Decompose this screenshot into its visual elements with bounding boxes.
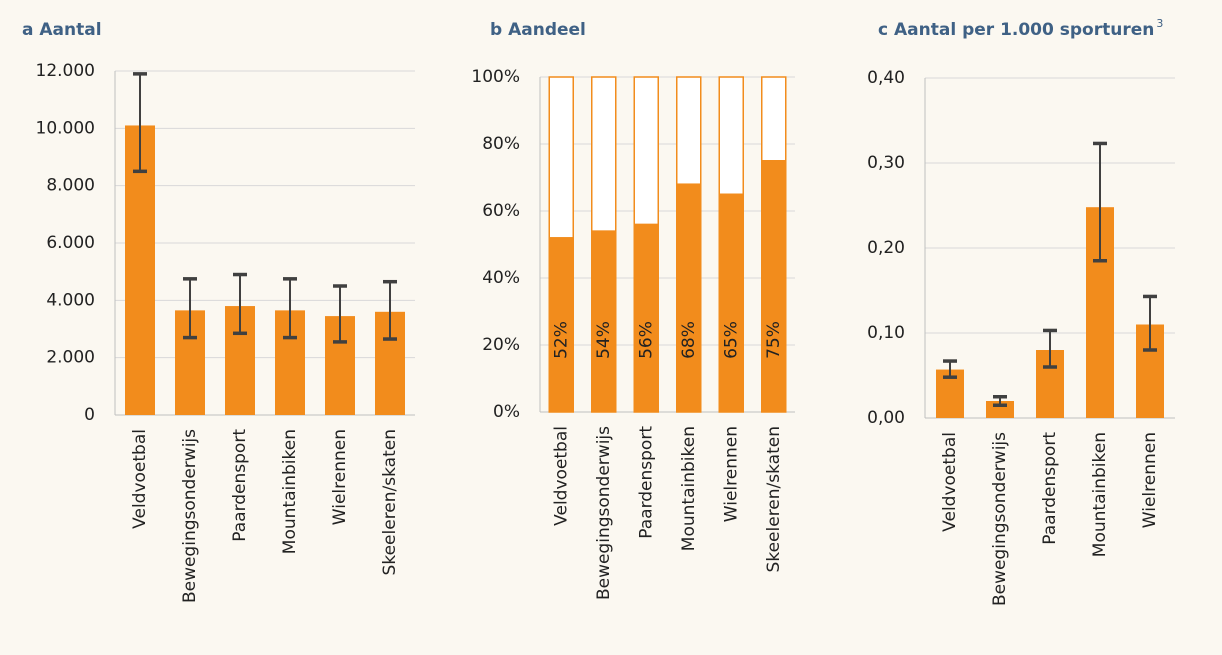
y-tick-label: 40% (482, 268, 520, 288)
y-tick-label: 0% (493, 402, 520, 422)
x-tick-label: Paardensport (1040, 432, 1060, 545)
x-tick-label: Bewegingsonderwijs (990, 432, 1010, 606)
x-tick-label: Mountainbiken (280, 429, 300, 554)
data-label: 52% (551, 321, 571, 359)
data-label: 68% (679, 321, 699, 359)
panel-title: c Aantal per 1.000 sporturen (878, 20, 1154, 40)
bar-segment (718, 76, 744, 195)
y-tick-label: 0,40 (867, 68, 905, 88)
y-tick-label: 8.000 (46, 176, 95, 196)
bar-segment (718, 193, 744, 413)
data-label: 54% (594, 321, 614, 359)
x-tick-label: Wielrennen (721, 426, 741, 522)
y-tick-label: 2.000 (46, 348, 95, 368)
y-tick-label: 80% (482, 134, 520, 154)
title-superscript: 3 (1156, 17, 1163, 30)
x-tick-label: Veldvoetbal (551, 426, 571, 526)
y-tick-label: 0,10 (867, 323, 905, 343)
x-tick-label: Bewegingsonderwijs (180, 429, 200, 603)
bar-segment (633, 76, 659, 226)
data-label: 56% (636, 321, 656, 359)
x-tick-label: Veldvoetbal (940, 432, 960, 532)
panel-title: a Aantal (22, 20, 102, 40)
x-tick-label: Mountainbiken (1090, 432, 1110, 557)
y-tick-label: 4.000 (46, 290, 95, 310)
bar (125, 125, 155, 415)
bar-segment (676, 76, 702, 185)
x-tick-label: Wielrennen (1140, 432, 1160, 528)
data-label: 75% (764, 321, 784, 359)
bar-segment (761, 76, 787, 162)
y-tick-label: 0,30 (867, 153, 905, 173)
bar-segment (761, 160, 787, 413)
bar-segment (676, 183, 702, 413)
data-label: 65% (721, 321, 741, 359)
x-tick-label: Paardensport (636, 426, 656, 539)
x-tick-label: Wielrennen (330, 429, 350, 525)
y-tick-label: 10.000 (36, 118, 95, 138)
bar-segment (548, 76, 574, 239)
bar-segment (548, 237, 574, 413)
bar-segment (633, 223, 659, 413)
y-tick-label: 0 (84, 405, 95, 425)
y-tick-label: 0,20 (867, 238, 905, 258)
bar-segment (591, 76, 617, 232)
y-tick-label: 100% (471, 67, 520, 87)
x-tick-label: Bewegingsonderwijs (594, 426, 614, 600)
panel-title: b Aandeel (490, 20, 586, 40)
x-tick-label: Paardensport (230, 429, 250, 542)
x-tick-label: Skeeleren/skaten (764, 426, 784, 572)
y-tick-label: 20% (482, 335, 520, 355)
x-tick-label: Skeeleren/skaten (380, 429, 400, 575)
y-tick-label: 0,00 (867, 408, 905, 428)
y-tick-label: 60% (482, 201, 520, 221)
x-tick-label: Mountainbiken (679, 426, 699, 551)
x-tick-label: Veldvoetbal (130, 429, 150, 529)
y-tick-label: 6.000 (46, 233, 95, 253)
y-tick-label: 12.000 (36, 61, 95, 81)
